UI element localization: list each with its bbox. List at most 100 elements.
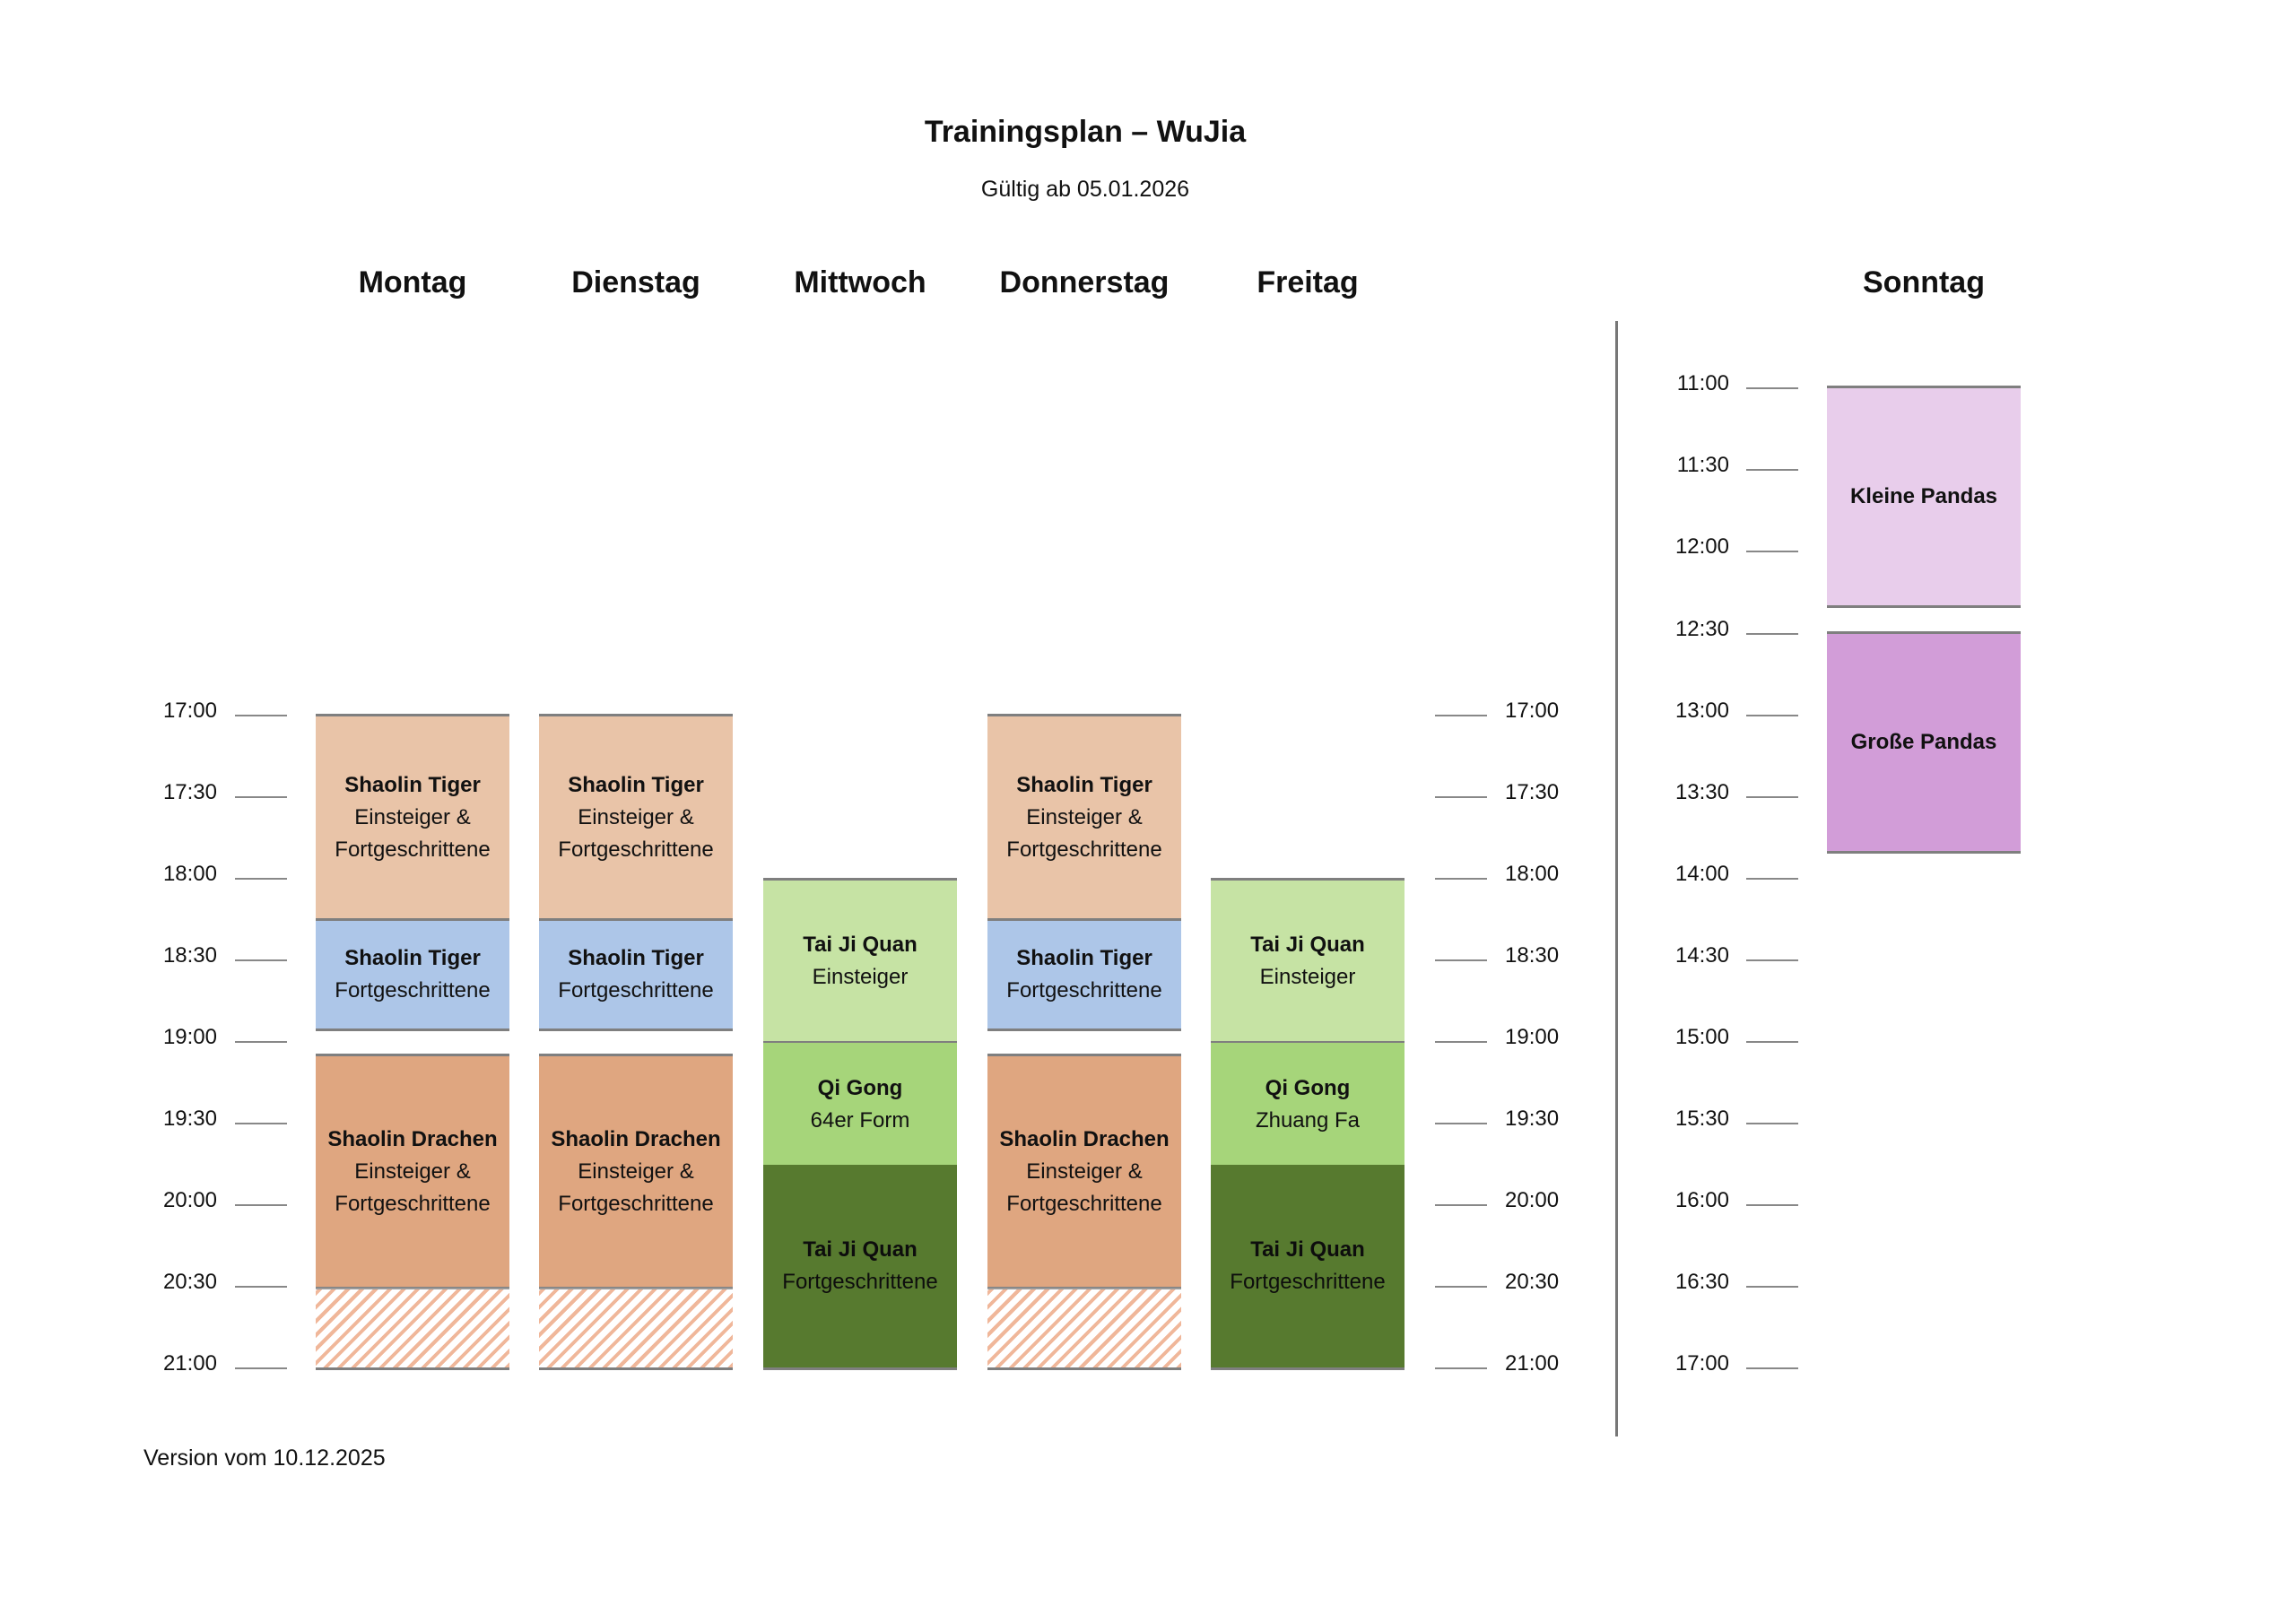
day-header-thursday: Donnerstag [999,265,1170,299]
class-name: Shaolin Tiger [568,946,704,970]
class-level: Einsteiger [1259,965,1356,989]
time-tick [1746,878,1798,880]
time-tick [1746,1286,1798,1288]
class-block-shaolin-drachen: Shaolin Drachen Einsteiger & Fortgeschri… [539,1054,733,1289]
time-tick [1746,1367,1798,1369]
time-label: 19:00 [1505,1025,1560,1049]
time-tick [1435,1204,1487,1206]
time-tick [235,878,287,880]
class-name: Tai Ji Quan [803,933,918,957]
time-label: 16:30 [1674,1270,1729,1294]
class-level: Einsteiger & [1026,1159,1143,1184]
time-tick [235,1204,287,1206]
time-tick [1435,959,1487,961]
time-tick [235,1041,287,1043]
class-level: Fortgeschrittene [558,978,714,1002]
time-tick [1746,1041,1798,1043]
class-level: 64er Form [810,1108,910,1133]
page-subtitle: Gültig ab 05.01.2026 [980,177,1190,202]
time-tick [1746,551,1798,552]
class-name: Große Pandas [1850,730,1997,754]
time-tick [1435,1367,1487,1369]
time-label: 12:00 [1674,534,1729,559]
day-header-friday: Freitag [1257,265,1359,299]
class-level: Zhuang Fa [1255,1108,1361,1133]
time-tick [235,959,287,961]
class-name: Shaolin Tiger [344,946,481,970]
time-label: 17:00 [162,699,217,723]
time-label: 20:00 [1505,1188,1560,1212]
time-label: 13:00 [1674,699,1729,723]
class-level: Fortgeschrittene [558,838,714,862]
time-label: 12:30 [1674,617,1729,641]
class-name: Qi Gong [817,1076,903,1100]
class-name: Shaolin Drachen [999,1126,1170,1151]
day-header-monday: Montag [358,265,467,299]
time-tick [1746,387,1798,389]
time-tick [1746,796,1798,798]
time-tick [1435,1041,1487,1043]
class-level: Einsteiger & [354,805,471,829]
class-name: Tai Ji Quan [1250,933,1365,957]
time-label: 17:00 [1674,1351,1729,1376]
class-block-shaolin-drachen: Shaolin Drachen Einsteiger & Fortgeschri… [316,1054,509,1289]
class-block-shaolin-tiger-fortgeschrittene: Shaolin Tiger Fortgeschrittene [539,918,733,1031]
day-header-sunday: Sonntag [1863,265,1985,299]
time-label: 18:00 [1505,862,1560,886]
class-block-tai-ji-quan-einsteiger: Tai Ji Quan Einsteiger [1211,878,1405,1045]
time-label: 15:00 [1674,1025,1729,1049]
class-block-tai-ji-quan-einsteiger: Tai Ji Quan Einsteiger [763,878,957,1045]
time-tick [1746,1204,1798,1206]
class-name: Tai Ji Quan [1250,1237,1365,1262]
time-tick [235,715,287,716]
class-name: Shaolin Tiger [344,773,481,797]
time-tick [1746,633,1798,635]
class-name: Qi Gong [1265,1076,1351,1100]
time-label: 18:30 [162,943,217,968]
version-footer: Version vom 10.12.2025 [144,1445,386,1471]
class-level: Fortgeschrittene [335,838,491,862]
time-label: 17:30 [162,780,217,804]
sunday-divider-line [1615,321,1618,1436]
class-block-tai-ji-quan-fortgeschrittene: Tai Ji Quan Fortgeschrittene [763,1165,957,1370]
time-tick [235,1123,287,1124]
class-name: Shaolin Drachen [327,1126,498,1151]
class-block-qi-gong-zhuang-fa: Qi Gong Zhuang Fa [1211,1041,1405,1167]
class-level: Einsteiger & [354,1159,471,1184]
time-label: 20:30 [1505,1270,1560,1294]
time-label: 14:30 [1674,943,1729,968]
time-tick [1435,1286,1487,1288]
time-tick [1435,1123,1487,1124]
time-tick [235,1286,287,1288]
time-tick [235,1367,287,1369]
class-level: Einsteiger & [578,805,694,829]
time-tick [1746,469,1798,471]
class-block-qi-gong-64er-form: Qi Gong 64er Form [763,1041,957,1167]
class-level: Einsteiger [812,965,909,989]
hatched-optional-slot [539,1288,733,1370]
time-tick [1746,715,1798,716]
time-label: 15:30 [1674,1107,1729,1131]
class-level: Fortgeschrittene [335,1191,491,1216]
class-name: Shaolin Tiger [1016,946,1152,970]
class-level: Fortgeschrittene [558,1191,714,1216]
time-tick [1746,959,1798,961]
class-block-shaolin-tiger-einsteiger-fortgeschrittene: Shaolin Tiger Einsteiger & Fortgeschritt… [316,714,509,922]
day-header-tuesday: Dienstag [571,265,700,299]
class-block-kleine-pandas: Kleine Pandas [1827,386,2021,608]
class-level: Einsteiger & [578,1159,694,1184]
time-label: 11:30 [1676,453,1729,477]
class-level: Fortgeschrittene [782,1270,938,1294]
time-tick [235,796,287,798]
class-level: Fortgeschrittene [1230,1270,1386,1294]
time-tick [1435,878,1487,880]
time-tick [1435,796,1487,798]
time-label: 20:00 [162,1188,217,1212]
time-label: 17:30 [1505,780,1560,804]
class-block-grosse-pandas: Große Pandas [1827,631,2021,854]
time-tick [1435,715,1487,716]
class-name: Shaolin Tiger [1016,773,1152,797]
time-label: 18:00 [162,862,217,886]
class-name: Shaolin Tiger [568,773,704,797]
hatched-optional-slot [987,1288,1181,1370]
